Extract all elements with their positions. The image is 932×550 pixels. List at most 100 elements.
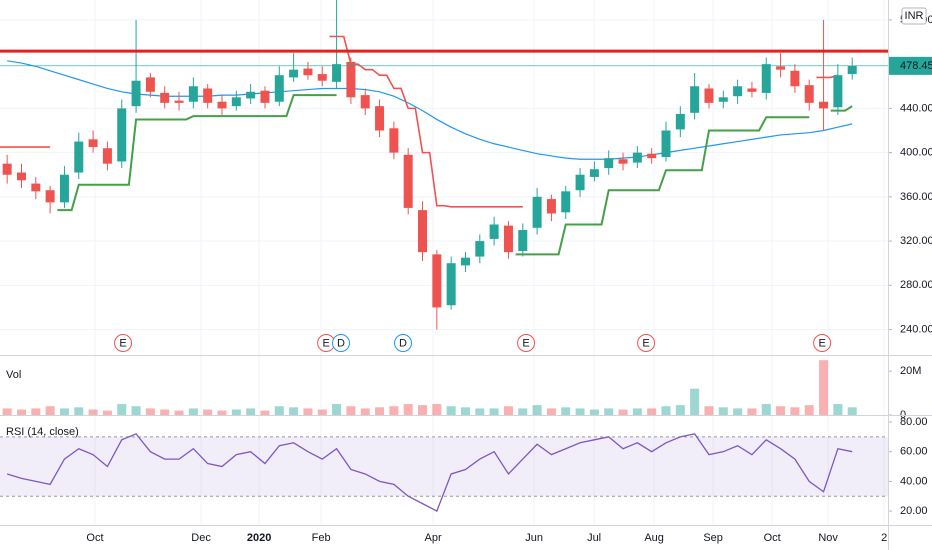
y-tick-label: 440.00 bbox=[900, 102, 932, 114]
volume-bar bbox=[847, 407, 857, 415]
candle-body bbox=[561, 191, 571, 213]
candle-body bbox=[847, 65, 857, 75]
volume-bar bbox=[360, 408, 370, 415]
volume-bar bbox=[260, 410, 270, 415]
volume-bar bbox=[346, 406, 356, 415]
event-label: D bbox=[399, 337, 407, 349]
candle-body bbox=[804, 85, 814, 103]
event-label: E bbox=[818, 337, 825, 349]
event-marker bbox=[332, 334, 351, 352]
candle-body bbox=[589, 169, 599, 177]
volume-bar bbox=[231, 409, 241, 415]
volume-bar bbox=[217, 410, 227, 415]
candle-body bbox=[375, 106, 385, 131]
y-tick-label: 60.00 bbox=[900, 446, 928, 458]
volume-bar bbox=[375, 407, 385, 415]
event-marker bbox=[394, 334, 413, 352]
volume-bar bbox=[518, 408, 528, 415]
volume-bar bbox=[446, 406, 456, 415]
volume-bar bbox=[289, 407, 299, 415]
y-tick-label: 400.00 bbox=[900, 147, 932, 159]
candle-body bbox=[761, 64, 771, 93]
volume-bar bbox=[532, 405, 542, 415]
volume-bar bbox=[589, 409, 599, 415]
volume-bar bbox=[833, 404, 843, 415]
y-tick-label: 80.00 bbox=[900, 416, 928, 428]
candle-body bbox=[346, 61, 356, 98]
candle-body bbox=[131, 80, 141, 107]
volume-bar bbox=[31, 408, 41, 415]
volume-bar bbox=[747, 408, 757, 415]
volume-bar bbox=[160, 409, 170, 415]
candle-body bbox=[690, 86, 700, 113]
y-tick-label: 20.00 bbox=[900, 505, 928, 517]
indicator-line bbox=[515, 116, 810, 256]
last-price-label: 478.45 bbox=[900, 60, 932, 72]
volume-bar bbox=[647, 408, 657, 415]
volume-bar bbox=[2, 408, 12, 415]
volume-bar bbox=[188, 408, 198, 415]
candle-body bbox=[2, 163, 12, 175]
volume-bar bbox=[432, 404, 442, 415]
candle-body bbox=[632, 152, 642, 163]
x-tick-label: Jul bbox=[587, 532, 601, 544]
volume-bar bbox=[761, 404, 771, 415]
candle-body bbox=[360, 95, 370, 109]
volume-bar bbox=[776, 406, 786, 415]
candle-body bbox=[203, 88, 213, 103]
candle-body bbox=[217, 101, 227, 109]
event-label: E bbox=[642, 337, 649, 349]
candle-body bbox=[246, 91, 256, 99]
candle-body bbox=[833, 75, 843, 108]
y-tick-label: 320.00 bbox=[900, 235, 932, 247]
currency-label: INR bbox=[905, 10, 924, 22]
volume-bar bbox=[317, 409, 327, 415]
candle-body bbox=[403, 154, 413, 208]
x-tick-label: Dec bbox=[191, 532, 211, 544]
volume-bar bbox=[503, 406, 513, 415]
volume-bar bbox=[274, 406, 284, 415]
volume-bar bbox=[575, 408, 585, 415]
event-marker bbox=[517, 334, 536, 352]
candle-body bbox=[618, 159, 628, 164]
candle-body bbox=[317, 74, 327, 81]
candle-body bbox=[460, 257, 470, 266]
candle-body bbox=[145, 77, 155, 92]
currency-badge bbox=[901, 7, 927, 25]
volume-bar bbox=[632, 408, 642, 415]
x-tick-label: Sep bbox=[703, 532, 723, 544]
candle-body bbox=[231, 97, 241, 107]
event-label: E bbox=[322, 337, 329, 349]
volume-bar bbox=[102, 410, 112, 415]
volume-bar bbox=[661, 406, 671, 415]
candle-body bbox=[546, 199, 556, 214]
volume-bar bbox=[117, 404, 127, 415]
candle-body bbox=[45, 190, 55, 203]
candle-body bbox=[174, 100, 184, 103]
candle-body bbox=[747, 88, 757, 92]
x-tick-label: Jun bbox=[525, 532, 543, 544]
volume-bar bbox=[733, 408, 743, 415]
x-tick-label: Oct bbox=[86, 532, 103, 544]
rsi-band bbox=[0, 436, 888, 497]
y-tick-label: 0 bbox=[900, 409, 906, 421]
event-marker bbox=[813, 334, 832, 352]
x-tick-label: Nov bbox=[818, 532, 838, 544]
candle-body bbox=[432, 254, 442, 308]
volume-bar bbox=[303, 408, 313, 415]
candle-body bbox=[389, 128, 399, 153]
candle-body bbox=[776, 66, 786, 70]
volume-title: Vol bbox=[6, 369, 21, 381]
candle-body bbox=[59, 174, 69, 203]
x-tick-label: Apr bbox=[425, 532, 442, 544]
candle-body bbox=[274, 75, 284, 102]
x-tick-label: Feb bbox=[312, 532, 331, 544]
candle-body bbox=[117, 108, 127, 162]
volume-bar bbox=[618, 409, 628, 415]
candle-body bbox=[733, 86, 743, 97]
candle-body bbox=[575, 174, 585, 191]
x-tick-label: Aug bbox=[644, 532, 664, 544]
volume-bar bbox=[389, 406, 399, 415]
x-tick-label: 2 bbox=[881, 532, 887, 544]
